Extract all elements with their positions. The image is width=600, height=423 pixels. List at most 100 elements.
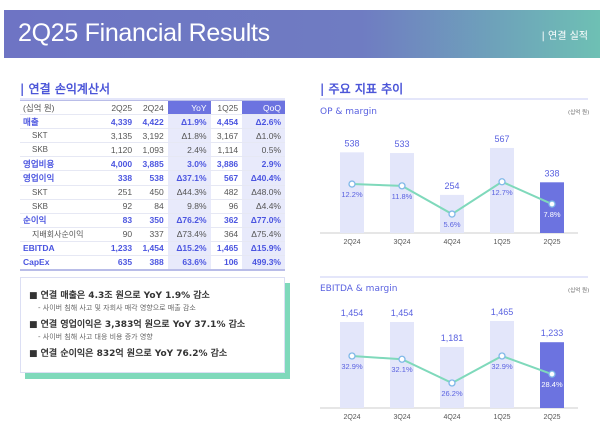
table-cell: Δ2.6% — [242, 114, 285, 130]
margin-label: 32.1% — [391, 365, 413, 374]
table-cell: Δ1.8% — [167, 128, 211, 144]
table-cell: 84 — [136, 199, 168, 214]
table-cell: 4,454 — [210, 114, 243, 130]
bar-value-label: 1,465 — [491, 307, 514, 317]
table-cell: 1,114 — [210, 142, 243, 158]
table-cell: Δ40.4% — [242, 170, 285, 186]
summary-bullet: ■ 연결 매출은 4.3조 원으로 YoY 1.9% 감소 — [29, 291, 210, 301]
table-row: 순이익 83 350 Δ76.2% 362 Δ77.0% — [20, 213, 285, 228]
margin-label: 32.9% — [491, 362, 513, 371]
table-cell: Δ44.3% — [167, 185, 211, 200]
section-title-income: | 연결 손익계산서 — [20, 82, 111, 96]
table-cell: Δ77.0% — [242, 213, 285, 228]
table-cell: 1,093 — [136, 142, 168, 158]
margin-point — [498, 352, 506, 360]
table-cell: 362 — [210, 213, 243, 228]
table-cell: 매출 — [20, 114, 105, 130]
table-cell: 1,233 — [104, 241, 137, 257]
table-cell: 3,167 — [210, 128, 243, 144]
table-row: EBITDA 1,233 1,454 Δ15.2% 1,465 Δ15.9% — [20, 241, 285, 257]
margin-label: 5.6% — [443, 220, 460, 229]
summary-detail: - 사이버 침해 사고 및 자회사 매각 영향으로 매출 감소 — [38, 304, 196, 312]
table-cell: Δ75.4% — [242, 227, 285, 242]
table-cell: 2.9% — [242, 156, 285, 172]
table-cell: 3,135 — [104, 128, 137, 144]
page-title: 2Q25 Financial Results — [18, 19, 270, 47]
margin-point — [548, 370, 556, 378]
bar — [390, 321, 414, 408]
table-cell: 9.8% — [167, 199, 211, 214]
op-margin-chart: 538 2Q24 533 3Q24 254 4Q24 567 1Q25 338 2Q25 12.2%… — [320, 134, 578, 246]
table-cell: 567 — [210, 170, 243, 186]
margin-label: 7.8% — [543, 210, 560, 219]
column-header: YoY — [167, 99, 211, 116]
bar-value-label: 1,233 — [541, 328, 564, 338]
table-cell: 0.5% — [242, 142, 285, 158]
table-cell: Δ4.4% — [242, 199, 285, 214]
table-cell: 4,422 — [136, 114, 168, 130]
table-row: 영업비용 4,000 3,885 3.0% 3,886 2.9% — [20, 156, 285, 172]
table-cell: 482 — [210, 185, 243, 200]
table-cell: Δ48.0% — [242, 185, 285, 200]
bar-value-label: 338 — [544, 168, 559, 178]
table-cell: 92 — [104, 199, 137, 214]
table-row: SKB 1,120 1,093 2.4% 1,114 0.5% — [20, 142, 285, 158]
table-cell: SKT — [20, 128, 105, 144]
column-header: 2Q24 — [136, 99, 168, 116]
table-row: SKT 3,135 3,192 Δ1.8% 3,167 Δ1.0% — [20, 128, 285, 144]
bar-value-label: 567 — [494, 134, 509, 144]
margin-label: 11.8% — [392, 192, 413, 201]
margin-point — [398, 182, 406, 190]
table-cell: 영업이익 — [20, 170, 105, 186]
margin-point — [348, 352, 356, 360]
table-cell: Δ15.2% — [167, 241, 211, 257]
table-cell: 2.4% — [167, 142, 211, 158]
table-cell: 106 — [210, 255, 243, 271]
margin-point — [448, 379, 456, 387]
income-statement-table: (십억 원) 2Q25 2Q24 YoY 1Q25 QoQ 매출 4,339 4,422 Δ1.9… — [20, 99, 285, 271]
table-cell: 499.3% — [242, 255, 285, 271]
summary-bullet: ■ 연결 영업이익은 3,383억 원으로 YoY 37.1% 감소 — [29, 320, 246, 330]
margin-label: 12.7% — [491, 188, 513, 197]
bar-value-label: 1,454 — [341, 308, 364, 318]
table-cell: 4,000 — [104, 156, 137, 172]
chart-title-ebitda: EBITDA & margin — [320, 284, 398, 294]
table-cell: Δ37.1% — [167, 170, 211, 186]
table-cell: 3.0% — [167, 156, 211, 172]
summary-box: ■ 연결 매출은 4.3조 원으로 YoY 1.9% 감소 - 사이버 침해 사고… — [20, 277, 285, 373]
table-row: CapEx 635 388 63.6% 106 499.3% — [20, 255, 285, 271]
table-cell: 1,454 — [136, 241, 168, 257]
chart-unit-ebitda: (십억 원) — [568, 288, 590, 294]
table-cell: 251 — [104, 185, 137, 200]
x-tick-label: 3Q24 — [393, 239, 410, 246]
x-tick-label: 1Q25 — [493, 239, 510, 246]
margin-label: 26.2% — [441, 389, 463, 398]
column-header: (십억 원) — [20, 99, 105, 116]
table-cell: Δ15.9% — [242, 241, 285, 257]
table-cell: 388 — [136, 255, 168, 271]
bar-value-label: 254 — [444, 181, 459, 191]
table-row: 매출 4,339 4,422 Δ1.9% 4,454 Δ2.6% — [20, 114, 285, 130]
bar — [340, 152, 364, 233]
table-cell: 지배회사순이익 — [20, 227, 105, 242]
margin-point — [348, 180, 356, 188]
chart-unit-op: (십억 원) — [568, 110, 590, 116]
x-tick-label: 2Q24 — [343, 239, 360, 246]
table-row: 지배회사순이익 90 337 Δ73.4% 364 Δ75.4% — [20, 227, 285, 242]
header-banner: 2Q25 Financial Results | 연결 실적 — [4, 10, 600, 58]
bar — [340, 321, 364, 408]
table-cell: 63.6% — [167, 255, 211, 271]
page-subtitle: | 연결 실적 — [541, 31, 588, 42]
table-cell: CapEx — [20, 255, 105, 271]
table-cell: Δ1.9% — [167, 114, 211, 130]
margin-label: 32.9% — [341, 362, 363, 371]
bar — [490, 320, 514, 408]
summary-detail: - 사이버 침해 사고 대응 비용 증가 영향 — [38, 333, 153, 341]
bar-value-label: 533 — [394, 139, 409, 149]
divider — [320, 98, 588, 100]
table-cell: 96 — [210, 199, 243, 214]
table-cell: Δ76.2% — [167, 213, 211, 228]
column-header: QoQ — [242, 99, 285, 116]
x-tick-label: 4Q24 — [443, 239, 460, 246]
x-tick-label: 2Q24 — [343, 414, 360, 421]
